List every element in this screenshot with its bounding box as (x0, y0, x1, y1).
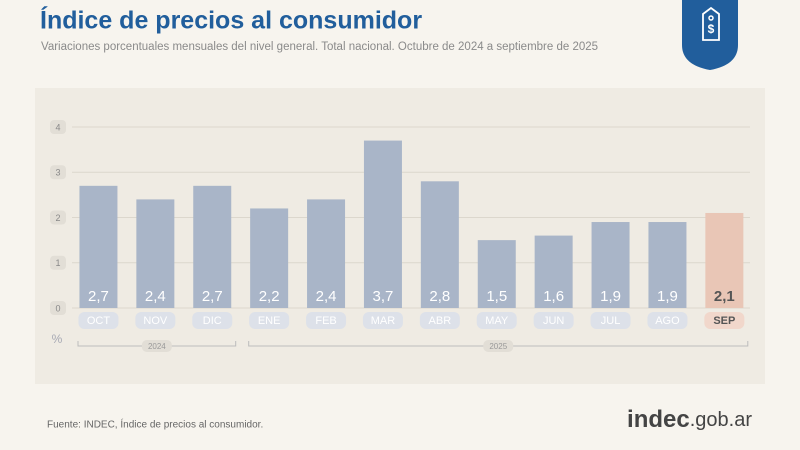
x-tick-label: AGO (655, 315, 680, 327)
y-tick-label: 0 (55, 303, 60, 313)
value-label: 2,1 (714, 288, 735, 305)
category-pill (78, 312, 119, 329)
x-tick-label: MAR (371, 315, 396, 327)
logo: indec.gob.ar (627, 406, 752, 433)
y-tick-label: 1 (55, 258, 60, 268)
y-tick-box (50, 165, 66, 180)
bar (193, 185, 232, 308)
value-label: 1,9 (600, 288, 621, 305)
x-tick-label: JUL (601, 315, 621, 327)
value-label: 3,7 (373, 288, 394, 305)
category-pill (192, 312, 233, 329)
bar (136, 199, 175, 308)
value-label: 2,4 (145, 288, 166, 305)
category-pill (647, 312, 688, 329)
x-tick-label: OCT (87, 315, 111, 327)
logo-name: indec (627, 406, 690, 433)
bar (534, 235, 573, 308)
category-pill (249, 312, 290, 329)
unit-label: % (52, 332, 63, 346)
x-tick-label: DIC (203, 315, 222, 327)
x-tick-label: SEP (713, 315, 735, 327)
y-tick-label: 3 (55, 168, 60, 178)
x-tick-label: MAY (485, 315, 509, 327)
category-pill (306, 312, 347, 329)
y-tick-label: 2 (55, 213, 60, 223)
value-label: 1,9 (657, 288, 678, 305)
x-tick-label: NOV (143, 315, 168, 327)
category-pill (590, 312, 631, 329)
bar (477, 240, 516, 308)
value-label: 1,5 (486, 288, 507, 305)
value-label: 2,2 (259, 288, 280, 305)
y-tick-label: 4 (55, 122, 60, 132)
chart-subtitle: Variaciones porcentuales mensuales del n… (41, 41, 598, 53)
price-tag-icon: $ (682, 0, 738, 70)
x-tick-label: FEB (315, 315, 336, 327)
year-label: 2024 (148, 342, 166, 351)
bar (591, 222, 630, 308)
x-tick-label: JUN (543, 315, 564, 327)
year-box (483, 340, 514, 352)
y-tick-box (50, 301, 66, 315)
bar (705, 212, 744, 308)
x-tick-label: ENE (258, 315, 281, 327)
category-pill (704, 312, 745, 329)
svg-text:$: $ (708, 22, 715, 36)
bar (79, 185, 118, 308)
bar (648, 222, 687, 308)
bar (363, 140, 402, 308)
value-label: 1,6 (543, 288, 564, 305)
value-label: 2,4 (316, 288, 337, 305)
category-pill (135, 312, 176, 329)
logo-domain: .gob.ar (690, 409, 753, 431)
value-label: 2,7 (88, 288, 109, 305)
bar (307, 199, 346, 308)
category-pill (419, 312, 460, 329)
category-pill (362, 312, 403, 329)
category-pill (476, 312, 517, 329)
y-tick-box (50, 210, 66, 225)
source-note: Fuente: INDEC, Índice de precios al cons… (47, 418, 263, 431)
x-tick-label: ABR (429, 315, 452, 327)
value-label: 2,7 (202, 288, 223, 305)
bar (250, 208, 289, 308)
bar (420, 181, 459, 308)
y-tick-box (50, 120, 66, 134)
year-label: 2025 (489, 342, 507, 351)
year-box (141, 340, 172, 352)
value-label: 2,8 (429, 288, 450, 305)
chart-title: Índice de precios al consumidor (40, 6, 422, 35)
category-pill (533, 312, 574, 329)
y-tick-box (50, 255, 66, 270)
